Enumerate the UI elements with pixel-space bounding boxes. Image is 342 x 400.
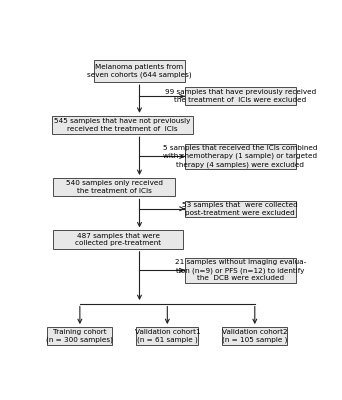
FancyBboxPatch shape — [53, 178, 175, 196]
Text: 487 samples that were
collected pre-treatment: 487 samples that were collected pre-trea… — [75, 233, 161, 246]
FancyBboxPatch shape — [185, 88, 296, 105]
FancyBboxPatch shape — [222, 327, 287, 345]
FancyBboxPatch shape — [136, 327, 198, 345]
Text: 21 samples without imaging evalua-
tion (n=9) or PFS (n=12) to identify
the  DCB: 21 samples without imaging evalua- tion … — [174, 259, 306, 281]
FancyBboxPatch shape — [94, 60, 185, 82]
Text: Training cohort
(n = 300 samples): Training cohort (n = 300 samples) — [47, 329, 113, 343]
FancyBboxPatch shape — [185, 144, 296, 169]
Text: 545 samples that have not previously
received the treatment of  ICIs: 545 samples that have not previously rec… — [54, 118, 190, 132]
Text: 540 samples only received
the treatment of ICIs: 540 samples only received the treatment … — [66, 180, 163, 194]
FancyBboxPatch shape — [185, 258, 296, 283]
FancyBboxPatch shape — [53, 230, 183, 249]
Text: 5 samples that received the ICIs combined
with chemotherapy (1 sample) or target: 5 samples that received the ICIs combine… — [163, 145, 317, 168]
Text: 53 samples that  were collected
post-treatment were excluded: 53 samples that were collected post-trea… — [182, 202, 298, 216]
FancyBboxPatch shape — [48, 327, 112, 345]
Text: 99 samples that have previously received
the treatment of  ICIs were excluded: 99 samples that have previously received… — [165, 90, 316, 103]
Text: Validation cohort1
(n = 61 sample ): Validation cohort1 (n = 61 sample ) — [134, 329, 200, 343]
FancyBboxPatch shape — [52, 116, 193, 134]
Text: Validation cohort2
(n = 105 sample ): Validation cohort2 (n = 105 sample ) — [222, 329, 288, 343]
Text: Melanoma patients from
seven cohorts (644 samples): Melanoma patients from seven cohorts (64… — [87, 64, 192, 78]
FancyBboxPatch shape — [185, 201, 296, 217]
